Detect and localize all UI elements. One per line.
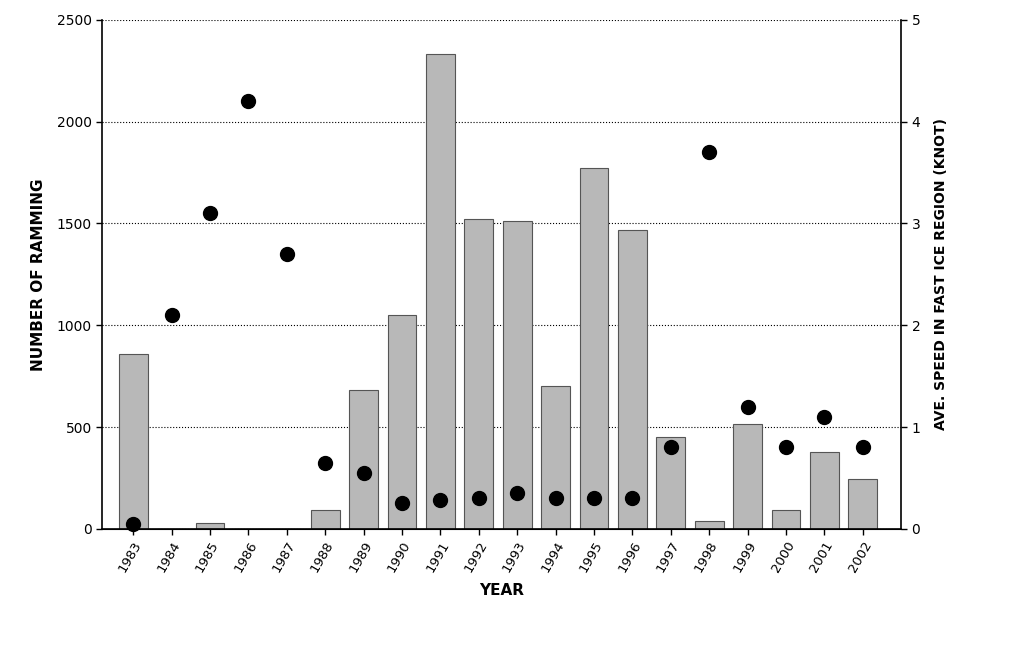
Point	[624, 493, 640, 504]
Bar	[656, 437, 685, 529]
Point	[663, 442, 679, 453]
Point	[854, 442, 870, 453]
Point	[355, 467, 372, 478]
Point	[586, 493, 602, 504]
Y-axis label: AVE. SPEED IN FAST ICE REGION (KNOT): AVE. SPEED IN FAST ICE REGION (KNOT)	[934, 118, 948, 430]
Bar	[541, 386, 570, 529]
Point	[470, 493, 486, 504]
Point	[432, 495, 449, 506]
Bar	[617, 229, 647, 529]
Bar	[310, 510, 340, 529]
Bar	[464, 219, 494, 529]
Bar	[810, 453, 839, 529]
Point	[393, 498, 410, 509]
Bar	[387, 315, 417, 529]
Point	[816, 412, 833, 422]
Bar	[733, 424, 762, 529]
Point	[202, 208, 218, 219]
X-axis label: YEAR: YEAR	[479, 583, 524, 598]
Bar	[771, 510, 801, 529]
Bar	[580, 169, 608, 529]
Point	[700, 147, 717, 157]
Point	[509, 488, 525, 498]
Point	[279, 249, 295, 259]
Point	[739, 401, 756, 412]
Y-axis label: NUMBER OF RAMMING: NUMBER OF RAMMING	[31, 178, 46, 371]
Point	[547, 493, 563, 504]
Bar	[694, 521, 724, 529]
Bar	[503, 221, 531, 529]
Point	[316, 457, 333, 468]
Bar	[349, 391, 378, 529]
Point	[777, 442, 794, 453]
Point	[240, 96, 256, 106]
Bar	[848, 479, 878, 529]
Bar	[426, 54, 455, 529]
Point	[163, 310, 179, 321]
Bar	[196, 523, 224, 529]
Bar	[119, 354, 147, 529]
Point	[125, 518, 141, 529]
